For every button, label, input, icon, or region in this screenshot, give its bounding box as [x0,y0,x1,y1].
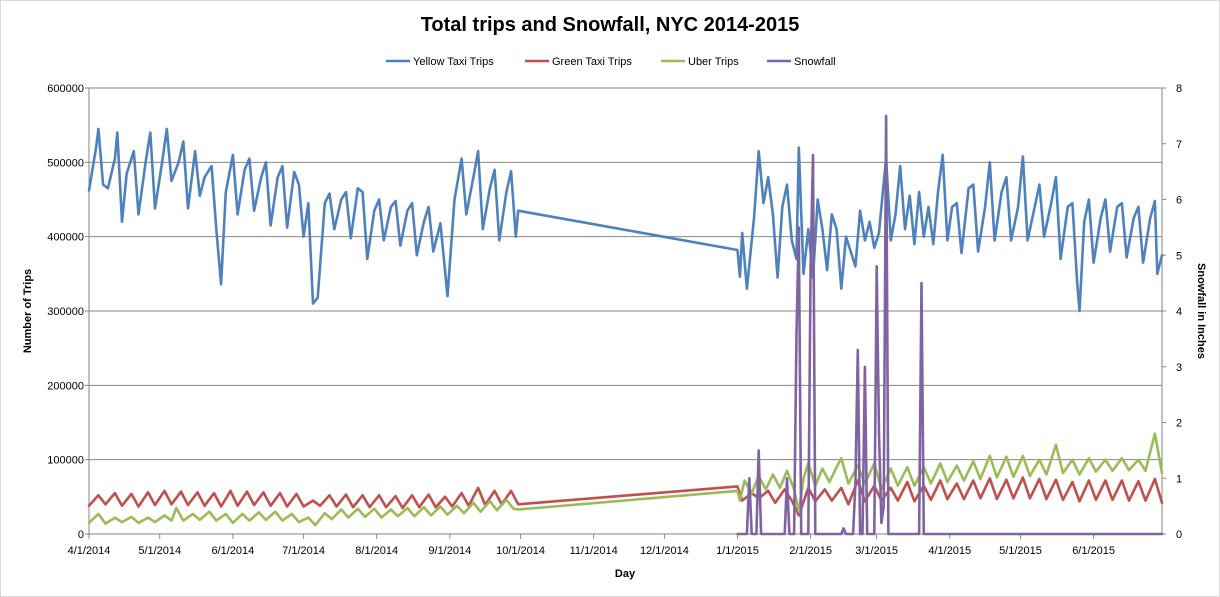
x-tick-label: 6/1/2014 [211,545,254,557]
series-line-snowfall [736,114,1164,536]
x-tick-label: 10/1/2014 [496,545,545,557]
series-line-uber-trips [87,432,1164,527]
x-tick-label: 12/1/2014 [640,545,689,557]
y-tick-label: 400000 [47,232,84,244]
x-tick-label: 11/1/2014 [570,545,618,557]
y2-tick-label: 5 [1176,250,1182,262]
gridlines [89,87,1162,461]
series-line-yellow-taxi-trips [87,127,1164,313]
x-tick-label: 9/1/2014 [428,545,471,557]
x-axis-title: Day [615,568,636,580]
x-tick-label: 2/1/2015 [789,545,832,557]
y2-axis-title: Snowfall in Inches [1195,263,1207,359]
series-layer [87,114,1164,536]
x-tick-label: 4/1/2015 [928,545,971,557]
y-tick-label: 0 [78,529,84,541]
y2-tick-label: 1 [1176,473,1182,485]
y2-tick-label: 7 [1176,139,1182,151]
x-tick-label: 6/1/2015 [1072,545,1115,557]
x-tick-label: 5/1/2015 [999,545,1042,557]
y2-tick-label: 4 [1176,306,1182,318]
y-tick-label: 500000 [47,157,84,169]
legend-label: Snowfall [794,56,836,68]
x-tick-label: 7/1/2014 [282,545,325,557]
series-line-green-taxi-trips [87,476,1164,517]
legend-label: Green Taxi Trips [552,56,632,68]
legend-label: Yellow Taxi Trips [413,56,494,68]
y2-tick-label: 8 [1176,83,1182,95]
x-tick-label: 1/1/2015 [716,545,759,557]
y-axis-title: Number of Trips [22,269,34,353]
legend-label: Uber Trips [688,56,739,68]
y-tick-label: 100000 [47,455,84,467]
y-tick-label: 300000 [47,306,84,318]
y2-tick-label: 2 [1176,418,1182,430]
legend: Yellow Taxi Trips Green Taxi Trips Uber Tr… [386,56,836,68]
y2-tick-label: 6 [1176,195,1182,207]
y2-tick-label: 3 [1176,362,1182,374]
y-tick-label: 200000 [47,380,84,392]
y-tick-label: 600000 [47,83,84,95]
x-tick-label: 4/1/2014 [68,545,111,557]
x-tick-label: 3/1/2015 [855,545,898,557]
chart-title: Total trips and Snowfall, NYC 2014-2015 [421,14,800,36]
y2-tick-label: 0 [1176,529,1182,541]
x-tick-label: 5/1/2014 [138,545,181,557]
axes: 0100000200000300000400000500000600000012… [47,83,1182,557]
x-tick-label: 8/1/2014 [355,545,398,557]
